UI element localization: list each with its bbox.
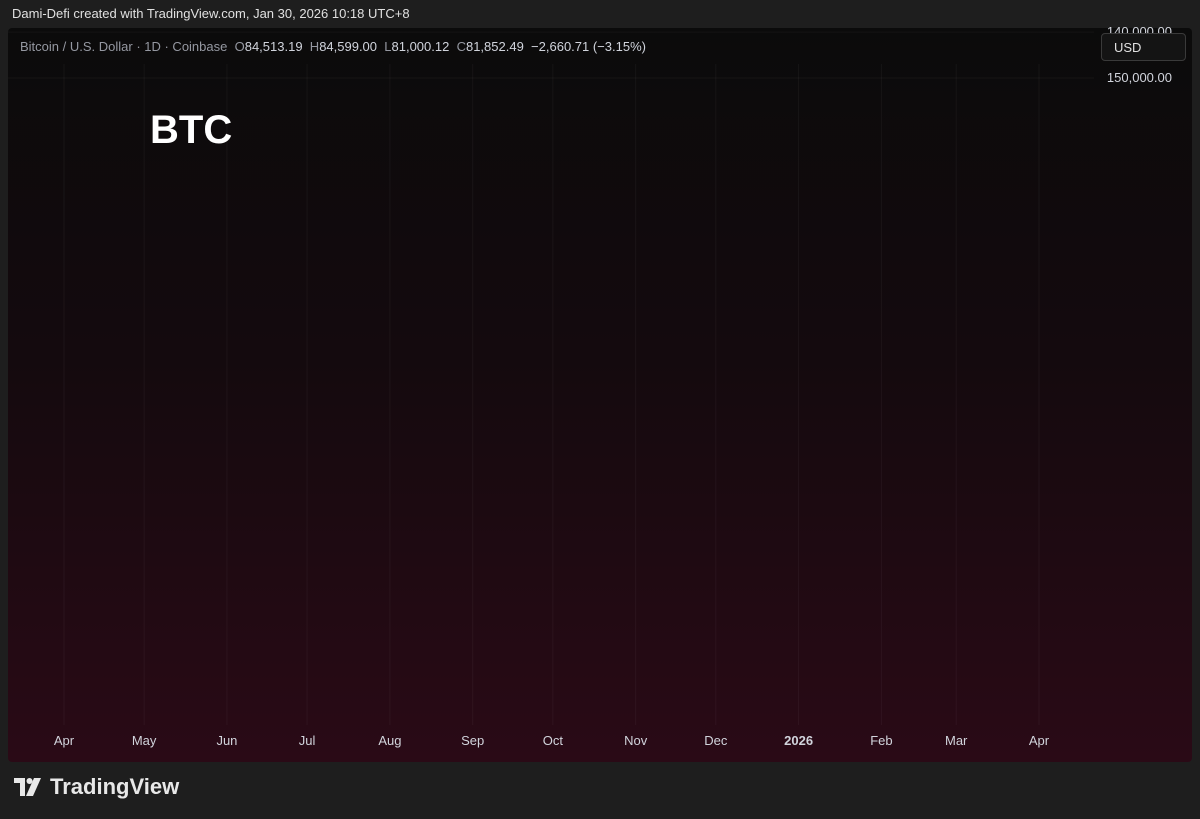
x-tick-label: Jul bbox=[299, 733, 316, 748]
x-tick-label: Jun bbox=[216, 733, 237, 748]
x-tick-label: Feb bbox=[870, 733, 892, 748]
x-tick-label: May bbox=[132, 733, 157, 748]
x-tick-label: Mar bbox=[945, 733, 968, 748]
symbol-label[interactable]: Bitcoin / U.S. Dollar · 1D · Coinbase bbox=[20, 39, 228, 54]
x-tick-label: Nov bbox=[624, 733, 648, 748]
x-tick-label: Dec bbox=[704, 733, 728, 748]
tradingview-logo[interactable]: TradingView bbox=[14, 772, 179, 802]
x-tick-label: Oct bbox=[543, 733, 564, 748]
x-tick-label: Sep bbox=[461, 733, 484, 748]
ohlc-legend: Bitcoin / U.S. Dollar · 1D · Coinbase O8… bbox=[20, 39, 646, 54]
chart-panel[interactable] bbox=[8, 28, 1192, 762]
x-tick-label: Aug bbox=[378, 733, 401, 748]
y-tick-label: 150,000.00 bbox=[1107, 70, 1172, 85]
currency-button[interactable]: USD bbox=[1101, 33, 1186, 61]
x-tick-label: Apr bbox=[1029, 733, 1050, 748]
low-value: 81,000.12 bbox=[391, 39, 450, 54]
author-caption: Dami-Defi created with TradingView.com, … bbox=[12, 6, 410, 21]
high-value: 84,599.00 bbox=[319, 39, 378, 54]
brand-name: TradingView bbox=[50, 774, 180, 799]
change-value: −2,660.71 (−3.15%) bbox=[531, 39, 646, 54]
x-tick-label: 2026 bbox=[784, 733, 813, 748]
x-axis: Apr May Jun Jul Aug Sep Oct Nov Dec 2026 Feb Mar Apr bbox=[54, 733, 1050, 748]
tradingview-icon bbox=[14, 778, 41, 796]
asset-annotation: BTC bbox=[150, 108, 233, 152]
close-value: 81,852.49 bbox=[465, 39, 524, 54]
x-tick-label: Apr bbox=[54, 733, 75, 748]
grid-lines bbox=[8, 31, 1094, 725]
open-value: 84,513.19 bbox=[244, 39, 303, 54]
